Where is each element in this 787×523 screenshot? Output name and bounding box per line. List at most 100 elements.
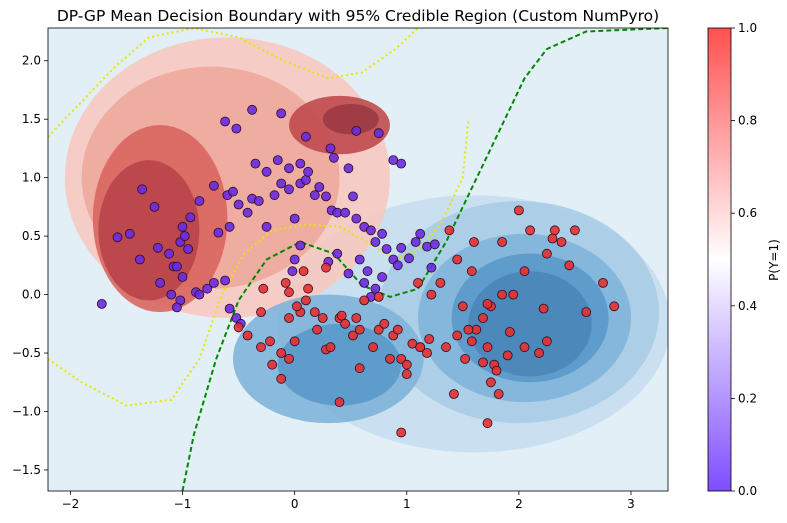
point-class-0 bbox=[332, 248, 343, 259]
point-class-1 bbox=[256, 307, 266, 318]
point-class-1 bbox=[581, 307, 592, 318]
colorbar-tick-label: 0.8 bbox=[738, 114, 757, 128]
point-class-0 bbox=[359, 277, 370, 288]
point-class-1 bbox=[309, 307, 320, 318]
point-class-0 bbox=[155, 277, 166, 288]
x-tick-label: −1 bbox=[174, 497, 192, 511]
point-class-0 bbox=[410, 237, 421, 247]
point-class-1 bbox=[317, 313, 328, 323]
point-class-1 bbox=[435, 277, 446, 288]
point-class-0 bbox=[179, 231, 190, 242]
point-class-1 bbox=[325, 342, 336, 353]
point-class-0 bbox=[321, 191, 331, 202]
point-class-0 bbox=[171, 261, 182, 272]
point-class-0 bbox=[328, 152, 339, 163]
point-class-1 bbox=[351, 313, 362, 323]
point-class-1 bbox=[452, 330, 463, 341]
point-class-1 bbox=[267, 359, 278, 370]
y-tick-label: −1.0 bbox=[12, 404, 41, 418]
point-class-1 bbox=[233, 322, 244, 333]
boundary-lines bbox=[48, 28, 668, 491]
point-class-0 bbox=[365, 225, 376, 236]
data-points bbox=[96, 104, 620, 438]
point-class-1 bbox=[478, 313, 488, 323]
point-class-0 bbox=[194, 289, 205, 300]
point-class-1 bbox=[289, 336, 300, 347]
point-class-1 bbox=[368, 342, 379, 353]
x-tick-label: 2 bbox=[515, 497, 523, 511]
point-class-1 bbox=[534, 348, 544, 358]
point-class-1 bbox=[385, 353, 395, 364]
point-class-0 bbox=[233, 199, 244, 210]
x-tick-label: −2 bbox=[62, 497, 80, 511]
y-tick-label: 2.0 bbox=[22, 54, 41, 68]
point-class-0 bbox=[149, 201, 160, 212]
point-class-1 bbox=[570, 225, 580, 236]
point-class-0 bbox=[284, 184, 294, 195]
colorbar-label: P(Y=1) bbox=[767, 239, 781, 281]
contour-region bbox=[322, 103, 379, 135]
decision-boundary-lower bbox=[48, 119, 470, 407]
point-class-0 bbox=[340, 207, 351, 218]
point-class-0 bbox=[137, 184, 148, 195]
point-class-1 bbox=[547, 233, 558, 244]
point-class-0 bbox=[166, 289, 177, 300]
point-class-0 bbox=[261, 166, 272, 177]
point-class-1 bbox=[508, 289, 519, 300]
point-class-0 bbox=[392, 260, 403, 271]
point-class-1 bbox=[303, 283, 314, 294]
colorbar-ticks: 0.0 0.2 0.4 0.6 0.8 1.0 bbox=[731, 21, 757, 498]
point-class-1 bbox=[284, 353, 294, 364]
point-class-0 bbox=[269, 190, 280, 201]
point-class-1 bbox=[413, 277, 423, 288]
point-class-0 bbox=[194, 196, 205, 206]
point-class-0 bbox=[183, 244, 194, 254]
point-class-0 bbox=[295, 158, 306, 169]
point-class-0 bbox=[377, 272, 388, 282]
point-class-0 bbox=[250, 158, 261, 169]
point-class-0 bbox=[228, 186, 238, 197]
point-class-1 bbox=[485, 377, 496, 388]
point-class-1 bbox=[598, 277, 608, 288]
point-class-0 bbox=[177, 272, 188, 282]
point-class-0 bbox=[300, 175, 311, 185]
colorbar-tick-label: 1.0 bbox=[738, 21, 757, 35]
plot-frame bbox=[47, 27, 669, 492]
point-class-0 bbox=[272, 155, 283, 166]
point-class-0 bbox=[185, 212, 196, 223]
point-class-0 bbox=[231, 123, 242, 134]
point-class-1 bbox=[280, 277, 291, 288]
point-class-0 bbox=[354, 254, 365, 265]
point-class-1 bbox=[504, 327, 515, 337]
point-class-0 bbox=[325, 143, 336, 154]
point-class-1 bbox=[256, 342, 266, 353]
colorbar-tick-label: 0.0 bbox=[738, 484, 757, 498]
point-class-0 bbox=[220, 275, 231, 286]
point-class-1 bbox=[466, 266, 477, 277]
point-class-1 bbox=[392, 324, 403, 335]
point-class-0 bbox=[289, 254, 300, 265]
point-class-0 bbox=[370, 237, 381, 247]
point-class-1 bbox=[457, 301, 468, 312]
x-tick-label: 1 bbox=[403, 497, 411, 511]
point-class-1 bbox=[354, 324, 365, 335]
point-class-1 bbox=[538, 303, 549, 314]
point-class-0 bbox=[247, 104, 258, 115]
decision-boundary-upper bbox=[48, 28, 419, 138]
point-class-1 bbox=[556, 237, 567, 247]
point-class-0 bbox=[152, 242, 163, 253]
y-tick-label: 0.5 bbox=[22, 229, 41, 243]
point-class-1 bbox=[491, 365, 502, 376]
chart-title: DP-GP Mean Decision Boundary with 95% Cr… bbox=[57, 7, 659, 25]
point-class-1 bbox=[379, 318, 390, 329]
point-class-0 bbox=[303, 166, 314, 177]
point-class-1 bbox=[469, 237, 479, 247]
point-class-1 bbox=[298, 266, 309, 277]
point-class-1 bbox=[424, 334, 435, 344]
point-class-1 bbox=[284, 287, 294, 298]
point-class-1 bbox=[497, 289, 508, 300]
point-class-1 bbox=[542, 248, 552, 259]
colorbar-gradient bbox=[707, 27, 732, 492]
point-class-0 bbox=[396, 158, 407, 169]
